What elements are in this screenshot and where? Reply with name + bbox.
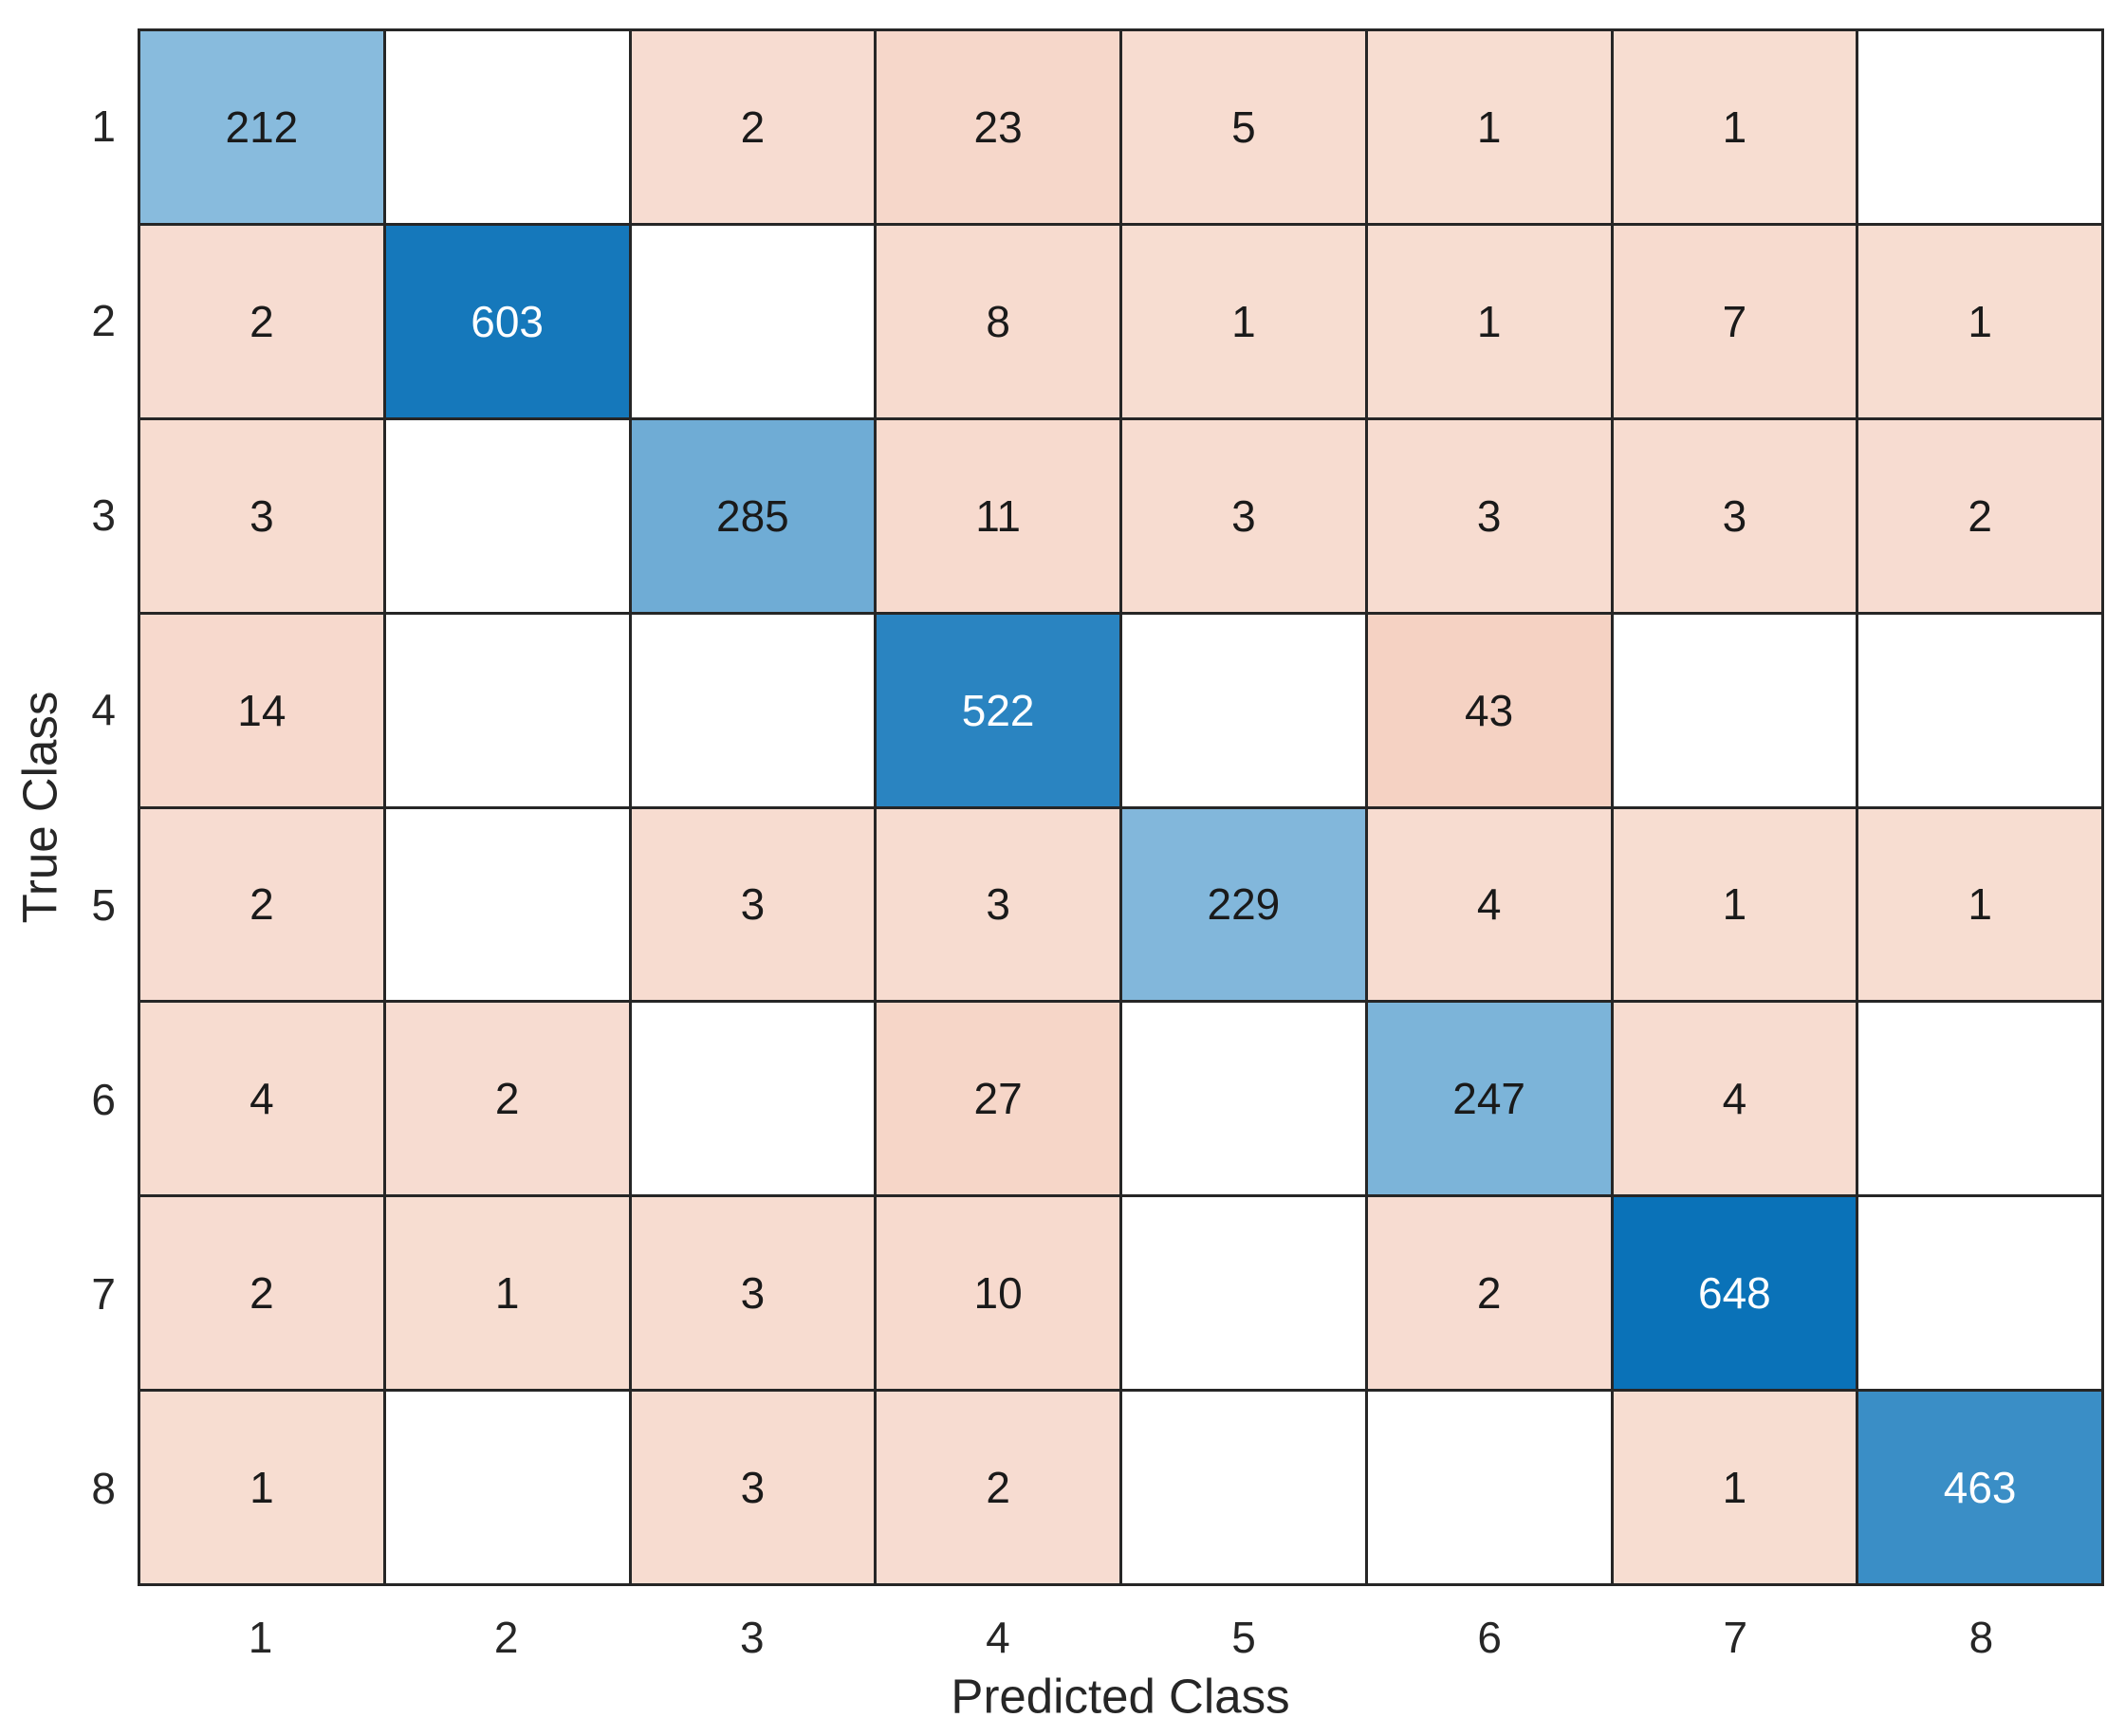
- matrix-cell: 2: [138, 805, 386, 1004]
- matrix-cell: 10: [874, 1194, 1122, 1393]
- matrix-cell: [382, 805, 632, 1004]
- matrix-cell: [1610, 611, 1859, 809]
- matrix-cell: [382, 611, 632, 809]
- matrix-cell: 1: [382, 1194, 632, 1393]
- matrix-cell: 463: [1856, 1389, 2104, 1586]
- matrix-row: 2 1 3 10 2 648: [138, 1194, 2104, 1393]
- matrix-cell: 8: [874, 222, 1122, 420]
- matrix-cell: 4: [138, 1000, 386, 1198]
- matrix-cell: 43: [1364, 611, 1614, 809]
- matrix-cell: 1: [1856, 805, 2104, 1004]
- matrix-cell: 1: [138, 1389, 386, 1586]
- matrix-cell: 2: [1364, 1194, 1614, 1393]
- y-tick-label: 7: [91, 1269, 116, 1320]
- matrix-cell: 603: [382, 222, 632, 420]
- matrix-cell: 1: [1610, 28, 1859, 226]
- matrix-cell: 285: [628, 416, 878, 615]
- matrix-row: 212 2 23 5 1 1: [138, 28, 2104, 226]
- matrix-cell: 23: [874, 28, 1122, 226]
- matrix-cell: 1: [1856, 222, 2104, 420]
- matrix-cell: 229: [1119, 805, 1368, 1004]
- x-tick-label: 1: [248, 1613, 273, 1662]
- matrix-cell: [1856, 611, 2104, 809]
- matrix-cell: [1856, 1194, 2104, 1393]
- x-tick-label: 8: [1968, 1613, 1994, 1662]
- matrix-cell: 3: [874, 805, 1122, 1004]
- confusion-matrix-grid: 212 2 23 5 1 1 2 603 8 1 1 7 1 3 285 11 3 3 3 2 14 522 43 2 3 3 22…: [138, 28, 2104, 1586]
- matrix-cell: 247: [1364, 1000, 1614, 1198]
- matrix-cell: 2: [138, 1194, 386, 1393]
- matrix-row: 3 285 11 3 3 3 2: [138, 416, 2104, 615]
- matrix-cell: 1: [1364, 28, 1614, 226]
- matrix-cell: 3: [1610, 416, 1859, 615]
- y-tick-label: 5: [91, 879, 116, 930]
- y-tick-label: 8: [91, 1464, 116, 1514]
- matrix-row: 14 522 43: [138, 611, 2104, 809]
- matrix-cell: 4: [1610, 1000, 1859, 1198]
- y-tick-label: 1: [91, 101, 116, 151]
- matrix-cell: 11: [874, 416, 1122, 615]
- x-tick-label: 5: [1231, 1613, 1256, 1662]
- x-tick-label: 7: [1723, 1613, 1748, 1662]
- matrix-cell: 3: [138, 416, 386, 615]
- matrix-cell: [1119, 1389, 1368, 1586]
- matrix-cell: [1119, 611, 1368, 809]
- x-tick-label: 3: [740, 1613, 765, 1662]
- matrix-cell: [628, 611, 878, 809]
- matrix-cell: [1119, 1194, 1368, 1393]
- matrix-cell: [1364, 1389, 1614, 1586]
- y-tick-label: 4: [91, 685, 116, 735]
- matrix-cell: [1856, 28, 2104, 226]
- matrix-cell: [1856, 1000, 2104, 1198]
- matrix-row: 2 603 8 1 1 7 1: [138, 222, 2104, 420]
- y-tick-label: 6: [91, 1074, 116, 1124]
- matrix-cell: 2: [138, 222, 386, 420]
- matrix-cell: 1: [1119, 222, 1368, 420]
- matrix-cell: 1: [1610, 805, 1859, 1004]
- confusion-matrix-body: 212 2 23 5 1 1 2 603 8 1 1 7 1 3 285 11 3 3 3 2 14 522 43 2 3 3 22…: [138, 28, 2104, 1586]
- matrix-cell: 5: [1119, 28, 1368, 226]
- matrix-cell: 1: [1364, 222, 1614, 420]
- matrix-cell: 3: [628, 1389, 878, 1586]
- matrix-cell: 27: [874, 1000, 1122, 1198]
- matrix-cell: 3: [1119, 416, 1368, 615]
- matrix-cell: 2: [1856, 416, 2104, 615]
- matrix-row: 2 3 3 229 4 1 1: [138, 805, 2104, 1004]
- matrix-cell: [628, 1000, 878, 1198]
- matrix-cell: 648: [1610, 1194, 1859, 1393]
- matrix-cell: 7: [1610, 222, 1859, 420]
- matrix-cell: 3: [628, 1194, 878, 1393]
- x-tick-label: 2: [493, 1613, 519, 1662]
- matrix-cell: 4: [1364, 805, 1614, 1004]
- matrix-cell: 2: [628, 28, 878, 226]
- matrix-cell: 1: [1610, 1389, 1859, 1586]
- matrix-row: 1 3 2 1 463: [138, 1389, 2104, 1586]
- matrix-cell: 212: [138, 28, 386, 226]
- x-axis-label: Predicted Class: [951, 1669, 1290, 1724]
- matrix-cell: 522: [874, 611, 1122, 809]
- matrix-cell: [382, 416, 632, 615]
- matrix-cell: 3: [1364, 416, 1614, 615]
- x-tick-label: 6: [1477, 1613, 1502, 1662]
- matrix-cell: 2: [874, 1389, 1122, 1586]
- matrix-cell: 3: [628, 805, 878, 1004]
- y-tick-label: 2: [91, 295, 116, 345]
- matrix-cell: 14: [138, 611, 386, 809]
- matrix-row: 4 2 27 247 4: [138, 1000, 2104, 1198]
- y-tick-label: 3: [91, 490, 116, 541]
- x-tick-label: 4: [986, 1613, 1010, 1662]
- matrix-cell: [382, 1389, 632, 1586]
- matrix-cell: [382, 28, 632, 226]
- matrix-cell: 2: [382, 1000, 632, 1198]
- matrix-cell: [628, 222, 878, 420]
- matrix-cell: [1119, 1000, 1368, 1198]
